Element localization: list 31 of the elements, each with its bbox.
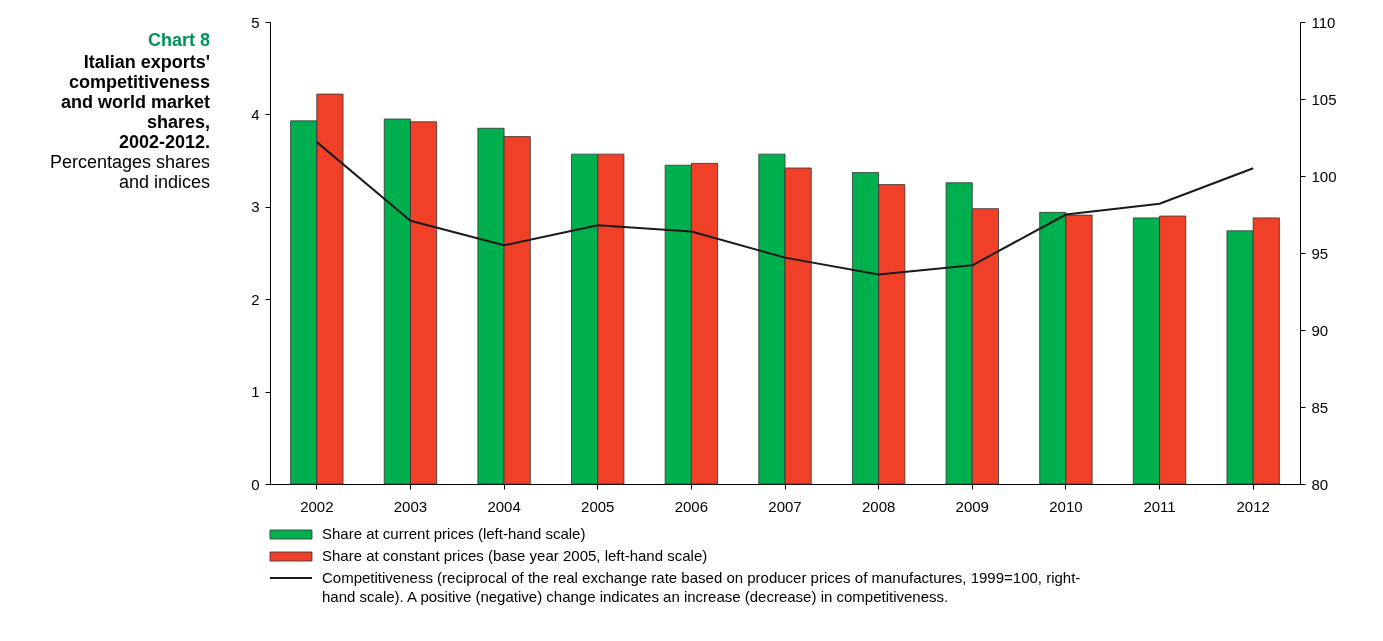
line-series <box>315 141 1255 276</box>
y-tick-label: 5 <box>251 13 260 31</box>
x-tick-label: 2009 <box>955 497 989 515</box>
x-tick-label: 2006 <box>674 497 709 515</box>
chart-title: Chart 8 <box>147 30 210 50</box>
y-tick-label: 0 <box>251 475 260 493</box>
x-tick-label: 2012 <box>1236 497 1270 515</box>
y2-tick-label: 85 <box>1311 398 1329 416</box>
legend-label: Competitiveness (reciprocal of the real exchange rate based on producer prices of manufactures, 1999=100, right-hand scale). A positive (negative) change indicates an increase (decrease) in competitiveness. <box>322 569 1081 605</box>
y-tick-label: 3 <box>251 198 260 216</box>
y2-tick-label: 110 <box>1311 13 1336 31</box>
x-tick-label: 2003 <box>393 497 428 515</box>
x-tick-label: 2005 <box>581 497 615 515</box>
legend-label: Share at constant prices (base year 2005, left-hand scale) <box>322 547 708 564</box>
legend-label: Share at current prices (left-hand scale) <box>322 525 586 542</box>
x-tick-label: 2008 <box>861 497 896 515</box>
text: Percentages shares and indices <box>49 152 210 192</box>
y-tick-label: 1 <box>251 383 260 401</box>
y2-tick-label: 100 <box>1311 167 1337 185</box>
y-tick-label: 4 <box>251 105 260 123</box>
text: Italian exports' competitiveness and world market shares, 2002-2012. <box>60 52 210 152</box>
y2-tick-label: 90 <box>1311 321 1329 339</box>
y2-tick-label: 80 <box>1311 475 1329 493</box>
x-tick-label: 2002 <box>300 497 334 515</box>
y2-tick-label: 105 <box>1311 90 1337 108</box>
x-tick-label: 2004 <box>487 497 521 515</box>
y-tick-label: 2 <box>251 290 260 308</box>
x-tick-label: 2007 <box>768 497 802 515</box>
x-tick-label: 2010 <box>1049 497 1083 515</box>
y2-tick-label: 95 <box>1311 244 1329 262</box>
x-tick-label: 2011 <box>1143 497 1176 515</box>
